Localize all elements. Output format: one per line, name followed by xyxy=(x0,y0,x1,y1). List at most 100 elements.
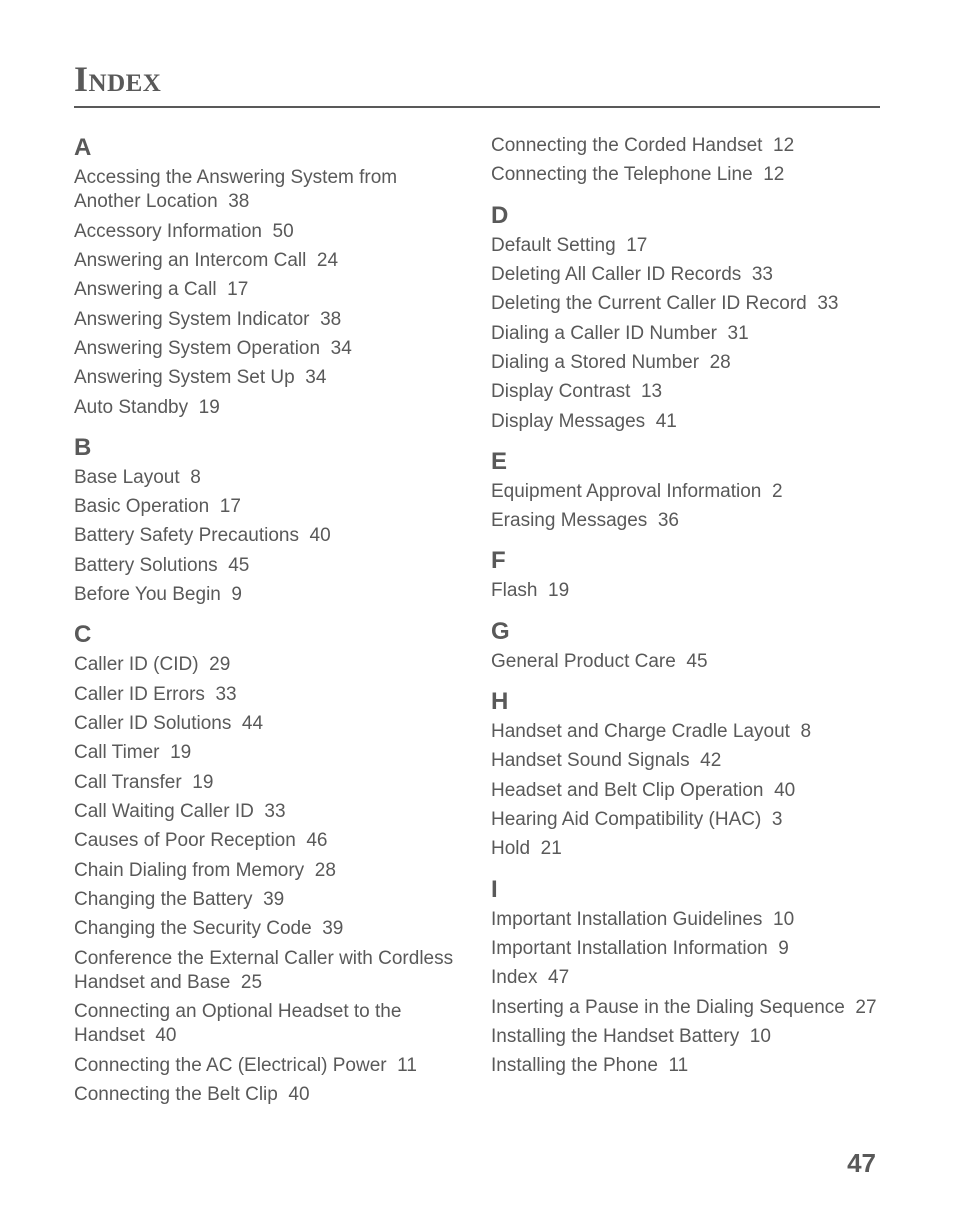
index-entry: Answering a Call 17 xyxy=(74,278,463,302)
index-entry-page: 38 xyxy=(320,309,341,330)
index-entry-page: 17 xyxy=(220,496,241,517)
index-entry-page: 46 xyxy=(306,830,327,851)
index-entry-page: 17 xyxy=(227,279,248,300)
index-entry-text: Display Contrast xyxy=(491,381,630,402)
index-entry-text: Caller ID Errors xyxy=(74,684,205,705)
index-entry: Handset Sound Signals 42 xyxy=(491,749,880,773)
index-entry-text: Default Setting xyxy=(491,235,616,256)
title-rule xyxy=(74,106,880,108)
index-entry: Connecting the AC (Electrical) Power 11 xyxy=(74,1054,463,1078)
index-entry: Headset and Belt Clip Operation 40 xyxy=(491,779,880,803)
index-column-left: A Accessing the Answering System from Ano… xyxy=(74,130,463,1112)
index-entry-text: Hearing Aid Compatibility (HAC) xyxy=(491,809,761,830)
index-entry-text: Changing the Battery xyxy=(74,889,253,910)
index-entry: Call Waiting Caller ID 33 xyxy=(74,800,463,824)
index-entry-text: Answering System Indicator xyxy=(74,309,310,330)
index-entry: Handset and Charge Cradle Layout 8 xyxy=(491,720,880,744)
index-entry-page: 3 xyxy=(772,809,783,830)
index-entry: Battery Solutions 45 xyxy=(74,554,463,578)
index-entry-page: 40 xyxy=(310,525,331,546)
index-entry: Battery Safety Precautions 40 xyxy=(74,524,463,548)
index-entry: Caller ID Solutions 44 xyxy=(74,712,463,736)
index-entry-page: 13 xyxy=(641,381,662,402)
index-letter: I xyxy=(491,876,880,904)
index-letter: B xyxy=(74,434,463,462)
index-entry: General Product Care 45 xyxy=(491,650,880,674)
index-entry: Accessory Information 50 xyxy=(74,220,463,244)
index-entry-text: Installing the Phone xyxy=(491,1055,658,1076)
index-entry-page: 11 xyxy=(397,1055,417,1076)
index-entry-page: 19 xyxy=(199,397,220,418)
index-entry-text: Accessory Information xyxy=(74,221,262,242)
index-entry-text: Before You Begin xyxy=(74,584,221,605)
index-entry: Basic Operation 17 xyxy=(74,495,463,519)
index-entry-page: 31 xyxy=(728,323,749,344)
index-entry-text: Connecting the Corded Handset xyxy=(491,135,762,156)
index-entry-page: 50 xyxy=(273,221,294,242)
index-entry: Accessing the Answering System from Anot… xyxy=(74,166,463,215)
index-entry: Important Installation Guidelines 10 xyxy=(491,908,880,932)
index-entry-text: Conference the External Caller with Cord… xyxy=(74,948,453,993)
index-entry: Default Setting 17 xyxy=(491,234,880,258)
index-entry-page: 17 xyxy=(626,235,647,256)
index-entry-text: Call Waiting Caller ID xyxy=(74,801,254,822)
index-entry-text: Deleting All Caller ID Records xyxy=(491,264,741,285)
index-entry-page: 45 xyxy=(686,651,707,672)
index-entry: Connecting the Telephone Line 12 xyxy=(491,163,880,187)
index-entry-page: 40 xyxy=(288,1084,309,1105)
index-entry-text: Important Installation Information xyxy=(491,938,768,959)
index-entry: Caller ID Errors 33 xyxy=(74,683,463,707)
index-entry-page: 41 xyxy=(656,411,677,432)
index-entry-text: Deleting the Current Caller ID Record xyxy=(491,293,807,314)
index-entry: Deleting All Caller ID Records 33 xyxy=(491,263,880,287)
index-entry-page: 38 xyxy=(228,191,249,212)
index-entry-text: Connecting an Optional Headset to the Ha… xyxy=(74,1001,401,1046)
page-title: Index xyxy=(74,58,880,100)
index-entry-page: 8 xyxy=(190,467,201,488)
index-entry: Answering System Operation 34 xyxy=(74,337,463,361)
index-entry-page: 39 xyxy=(263,889,284,910)
index-entry-text: Battery Solutions xyxy=(74,555,218,576)
index-entry-page: 34 xyxy=(331,338,352,359)
index-entry: Connecting an Optional Headset to the Ha… xyxy=(74,1000,463,1049)
index-entry: Erasing Messages 36 xyxy=(491,509,880,533)
index-entry: Causes of Poor Reception 46 xyxy=(74,829,463,853)
index-letter: H xyxy=(491,688,880,716)
index-letter: G xyxy=(491,618,880,646)
index-entry: Chain Dialing from Memory 28 xyxy=(74,859,463,883)
index-entry-text: Answering a Call xyxy=(74,279,217,300)
index-entry-text: Flash xyxy=(491,580,537,601)
index-entry-text: Basic Operation xyxy=(74,496,209,517)
index-entry: Display Messages 41 xyxy=(491,410,880,434)
index-letter: A xyxy=(74,134,463,162)
index-entry: Hold 21 xyxy=(491,837,880,861)
index-entry-text: Call Timer xyxy=(74,742,160,763)
index-entry-page: 34 xyxy=(305,367,326,388)
index-entry-text: Handset and Charge Cradle Layout xyxy=(491,721,790,742)
index-entry: Connecting the Corded Handset 12 xyxy=(491,134,880,158)
index-entry-page: 42 xyxy=(700,750,721,771)
index-entry-text: Caller ID Solutions xyxy=(74,713,231,734)
index-entry-page: 33 xyxy=(264,801,285,822)
index-entry-text: Installing the Handset Battery xyxy=(491,1026,739,1047)
index-entry-text: Important Installation Guidelines xyxy=(491,909,762,930)
index-letter: E xyxy=(491,448,880,476)
index-entry-text: Inserting a Pause in the Dialing Sequenc… xyxy=(491,997,845,1018)
index-entry: Answering an Intercom Call 24 xyxy=(74,249,463,273)
index-entry: Base Layout 8 xyxy=(74,466,463,490)
index-entry: Answering System Set Up 34 xyxy=(74,366,463,390)
index-entry-text: Connecting the Belt Clip xyxy=(74,1084,278,1105)
index-entry-page: 19 xyxy=(548,580,569,601)
index-entry-page: 47 xyxy=(548,967,569,988)
index-entry: Auto Standby 19 xyxy=(74,396,463,420)
index-entry-text: Causes of Poor Reception xyxy=(74,830,296,851)
index-entry-text: Dialing a Caller ID Number xyxy=(491,323,717,344)
index-entry: Dialing a Caller ID Number 31 xyxy=(491,322,880,346)
index-entry: Before You Begin 9 xyxy=(74,583,463,607)
index-letter: C xyxy=(74,621,463,649)
index-entry-text: Equipment Approval Information xyxy=(491,481,761,502)
index-entry-text: Handset Sound Signals xyxy=(491,750,690,771)
index-entry-page: 27 xyxy=(855,997,876,1018)
index-entry-page: 11 xyxy=(668,1055,688,1076)
index-entry-page: 33 xyxy=(752,264,773,285)
